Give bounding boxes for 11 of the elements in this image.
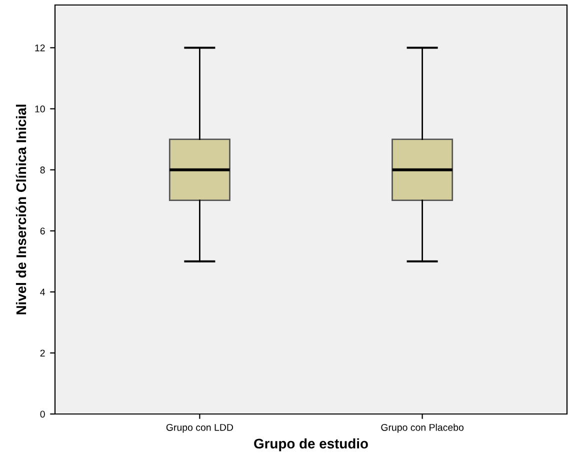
y-tick-label: 12 [35,44,45,52]
y-tick-label: 2 [40,350,45,356]
y-tick-label: 4 [40,288,45,296]
x-axis-title: Grupo de estudio [254,438,368,452]
x-tick-label: Grupo con LDD [166,424,234,433]
x-tick-label: Grupo con Placebo [381,424,464,433]
y-tick-label: 0 [40,410,45,418]
y-axis-title: Nivel de Inserción Clínica Inicial [16,104,26,314]
y-tick-label: 6 [40,228,45,234]
y-tick-label: 8 [40,166,45,174]
y-tick-label: 10 [35,106,45,112]
